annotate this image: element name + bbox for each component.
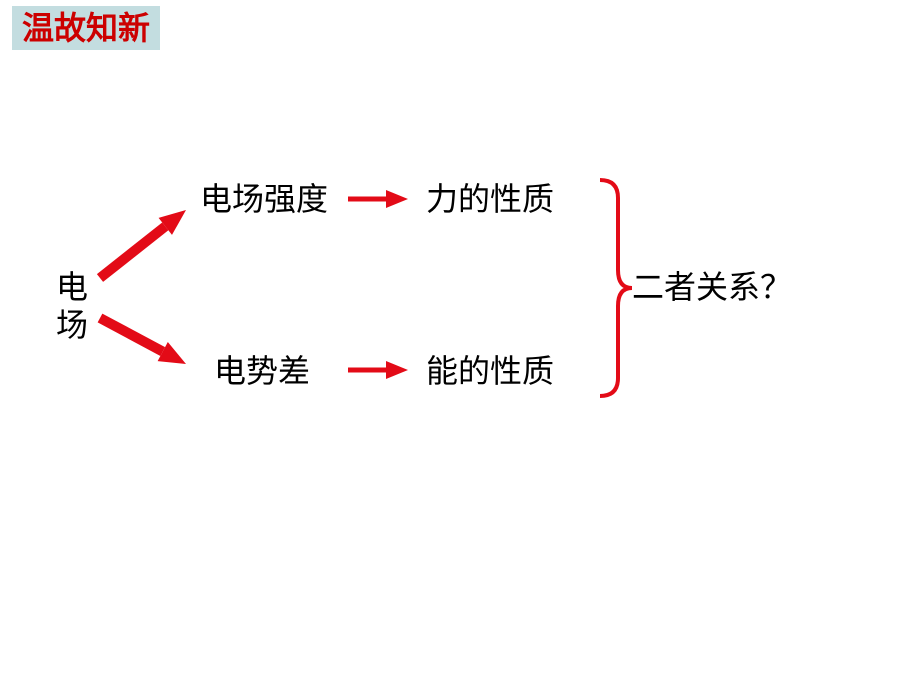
node-mid1: 电场强度 <box>200 180 328 218</box>
title-badge: 温故知新 <box>12 6 160 50</box>
node-right1: 力的性质 <box>426 180 554 218</box>
node-mid2: 电势差 <box>214 352 310 390</box>
diagram-stage: 温故知新 电 场 电场强度 电势差 力的性质 能的性质 二者关系？ <box>0 0 920 690</box>
arrows-layer <box>0 0 920 690</box>
node-question: 二者关系？ <box>632 268 792 306</box>
node-root-line2: 场 <box>56 306 88 344</box>
node-root: 电 场 <box>56 268 88 345</box>
node-root-line1: 电 <box>56 268 88 306</box>
node-right2: 能的性质 <box>426 352 554 390</box>
